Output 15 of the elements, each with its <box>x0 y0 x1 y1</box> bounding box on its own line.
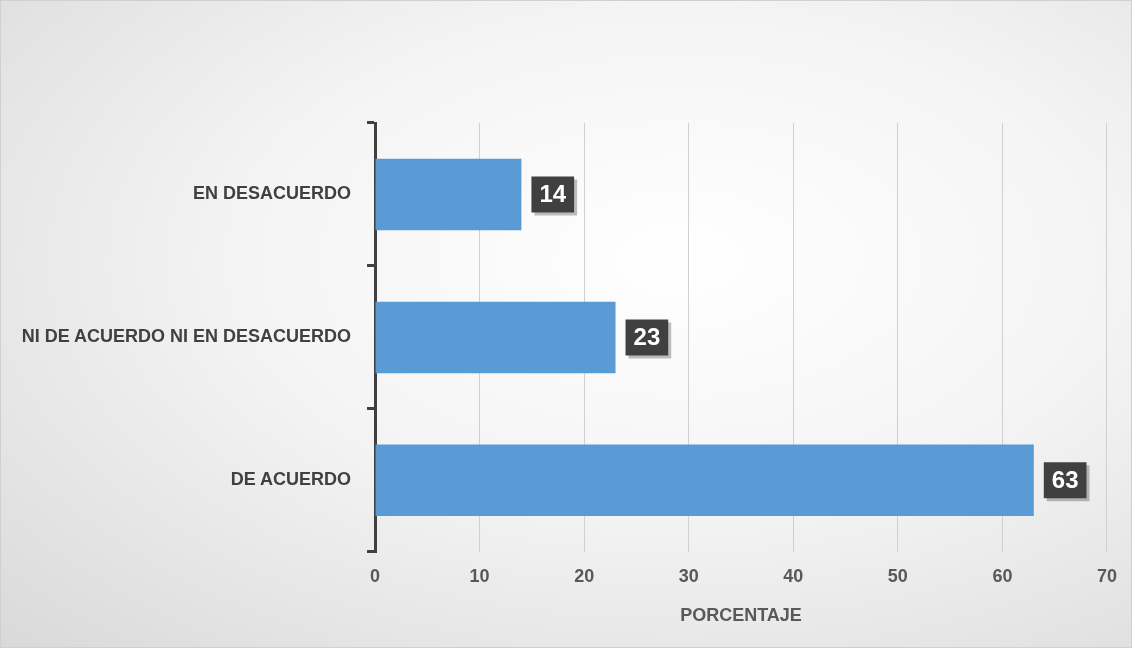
y-tick-label: EN DESACUERDO <box>193 183 352 204</box>
y-tick-label: DE ACUERDO <box>230 469 352 490</box>
y-tick-label: NI DE ACUERDO NI EN DESACUERDO <box>21 326 352 347</box>
x-tick-label: 70 <box>1096 565 1117 586</box>
x-tick-label: 60 <box>992 565 1013 586</box>
x-tick-label: 40 <box>783 565 804 586</box>
x-axis-title: PORCENTAJE <box>680 605 802 626</box>
x-tick-label: 20 <box>574 565 595 586</box>
data-label: 63 <box>1051 465 1079 493</box>
x-tick-label: 50 <box>887 565 908 586</box>
data-label: 23 <box>633 323 661 351</box>
x-tick-label: 10 <box>469 565 490 586</box>
data-label: 14 <box>539 180 567 208</box>
x-tick-label: 30 <box>678 565 699 586</box>
x-tick-label: 0 <box>370 565 381 586</box>
